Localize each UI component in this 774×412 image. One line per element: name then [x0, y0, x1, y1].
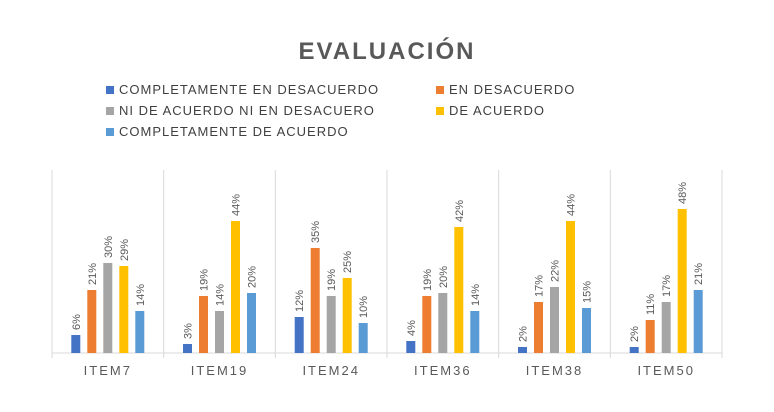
legend-label: DE ACUERDO — [449, 103, 545, 118]
data-label: 44% — [566, 194, 578, 216]
data-label: 14% — [215, 284, 227, 306]
bar — [199, 296, 208, 353]
data-label: 21% — [693, 263, 705, 285]
legend-label: NI DE ACUERDO NI EN DESACUERO — [119, 103, 375, 118]
legend-label: COMPLETAMENTE EN DESACUERDO — [119, 82, 380, 97]
data-label: 35% — [310, 221, 322, 243]
data-label: 6% — [71, 314, 83, 330]
bar — [661, 302, 671, 353]
legend-swatch — [106, 127, 114, 136]
legend-swatch — [106, 85, 114, 94]
bar — [310, 248, 320, 353]
data-label: 14% — [470, 284, 482, 306]
bar — [550, 287, 559, 353]
data-label: 17% — [661, 275, 673, 297]
data-label: 14% — [135, 284, 147, 306]
data-label: 20% — [247, 266, 259, 288]
chart-title: EVALUACIÓN — [298, 38, 476, 65]
bar — [582, 308, 591, 353]
category-label: ITEM19 — [191, 363, 249, 378]
data-label: 2% — [518, 326, 530, 342]
bar — [454, 227, 464, 353]
bar — [215, 311, 224, 353]
data-label: 29% — [119, 239, 131, 261]
legend-item: EN DESACUERDO — [436, 82, 575, 97]
bar — [645, 320, 655, 353]
bar — [518, 347, 527, 353]
bar — [406, 341, 416, 353]
category-label: ITEM7 — [84, 363, 132, 378]
data-label: 21% — [87, 263, 99, 285]
data-label: 19% — [422, 269, 434, 291]
bar — [87, 290, 97, 353]
bar — [294, 317, 304, 353]
data-label: 48% — [677, 182, 689, 204]
legend-item: NI DE ACUERDO NI EN DESACUERO — [106, 103, 375, 118]
legend-label: COMPLETAMENTE DE ACUERDO — [119, 124, 349, 139]
bar — [119, 266, 129, 353]
bar — [103, 263, 113, 353]
data-label: 19% — [199, 269, 211, 291]
legend-swatch — [106, 106, 114, 115]
bar — [135, 311, 145, 353]
data-label: 22% — [550, 260, 562, 282]
bar — [358, 323, 368, 353]
category-label: ITEM50 — [637, 363, 695, 378]
data-label: 3% — [183, 323, 195, 339]
legend-item: COMPLETAMENTE DE ACUERDO — [106, 124, 349, 139]
data-label: 42% — [454, 200, 466, 222]
bar — [629, 347, 639, 353]
legend-swatch — [436, 85, 444, 94]
bar — [183, 344, 192, 353]
bar — [470, 311, 480, 353]
category-label: ITEM38 — [526, 363, 584, 378]
data-label: 44% — [231, 194, 243, 216]
bar — [326, 296, 336, 353]
data-label: 2% — [629, 326, 641, 342]
bar — [566, 221, 575, 353]
bar — [71, 335, 81, 353]
data-label: 4% — [406, 320, 418, 336]
bar — [677, 209, 687, 353]
data-label: 17% — [534, 275, 546, 297]
data-label: 15% — [582, 281, 594, 303]
category-label: ITEM24 — [302, 363, 360, 378]
bar — [422, 296, 432, 353]
bar — [342, 278, 352, 353]
legend-swatch — [436, 106, 444, 115]
legend-item: DE ACUERDO — [436, 103, 545, 118]
bar — [231, 221, 240, 353]
bar — [534, 302, 543, 353]
category-label: ITEM36 — [414, 363, 472, 378]
data-label: 11% — [645, 294, 657, 315]
chart-legend: COMPLETAMENTE EN DESACUERDO EN DESACUERDO… — [0, 0, 774, 140]
data-label: 19% — [326, 269, 338, 291]
data-label: 30% — [103, 236, 115, 258]
bar — [438, 293, 448, 353]
data-label: 12% — [294, 290, 306, 312]
data-label: 10% — [358, 296, 370, 318]
legend-label: EN DESACUERDO — [449, 82, 576, 97]
data-label: 20% — [438, 266, 450, 288]
bar — [693, 290, 703, 353]
data-label: 25% — [342, 251, 354, 273]
legend-item: COMPLETAMENTE EN DESACUERDO — [106, 82, 379, 97]
bar — [247, 293, 256, 353]
